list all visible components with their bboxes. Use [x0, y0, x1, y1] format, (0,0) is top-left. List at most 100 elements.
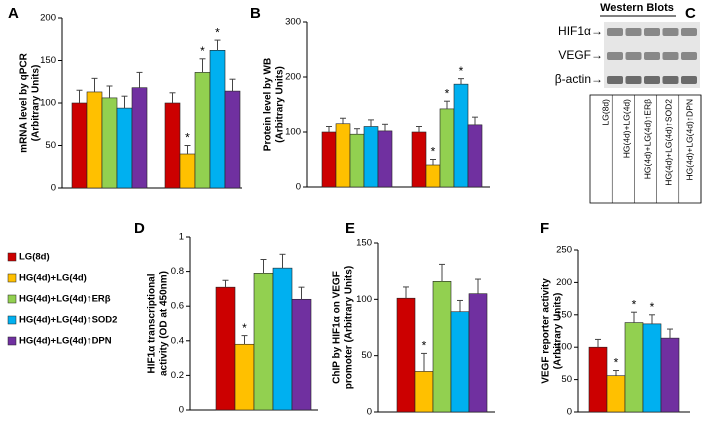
bar	[642, 323, 662, 413]
significance-label: *	[650, 300, 655, 314]
y-tick-label: 0	[367, 407, 372, 418]
bar	[624, 322, 644, 413]
blot-title: Western Blots	[600, 2, 674, 14]
bar-panel: F VEGF reporter activity (Arbitrary Units)…	[540, 220, 690, 418]
legend-label: LG(8d)	[19, 252, 50, 263]
bar	[588, 346, 608, 413]
y-axis-label: (Arbitrary Units)	[553, 293, 564, 370]
y-tick-label: 0	[179, 405, 184, 416]
panel-letter: F	[540, 220, 549, 237]
significance-label: *	[215, 25, 220, 39]
significance-label: *	[445, 86, 450, 100]
bar	[414, 371, 434, 413]
panel-letter: E	[345, 220, 355, 237]
significance-label: *	[422, 339, 427, 353]
y-tick-label: 200	[40, 13, 56, 24]
legend-label: HG(4d)+LG(4d)	[19, 273, 87, 284]
bar	[272, 267, 293, 411]
y-axis-label: VEGF reporter activity	[541, 278, 552, 384]
blot-band	[607, 52, 623, 60]
blot-band	[644, 52, 660, 60]
bar	[101, 97, 118, 189]
bar	[396, 297, 416, 413]
bar	[71, 102, 88, 189]
y-tick-label: 1	[179, 232, 184, 243]
y-tick-label: 0.6	[171, 301, 184, 312]
panel-letter: B	[250, 5, 261, 22]
bar	[335, 123, 351, 188]
bar	[253, 273, 274, 411]
legend-swatch	[7, 294, 17, 304]
significance-label: *	[459, 64, 464, 78]
bar	[321, 131, 337, 188]
blot-band	[662, 28, 679, 36]
significance-label: *	[632, 297, 637, 311]
significance-label: *	[185, 131, 190, 145]
bar	[439, 108, 455, 188]
bar	[467, 124, 483, 188]
y-tick-label: 0	[296, 182, 301, 193]
bar	[468, 293, 488, 413]
blot-band	[625, 52, 642, 60]
y-axis-label: mRNA level by qPCR	[19, 52, 30, 152]
significance-label: *	[200, 44, 205, 58]
y-tick-label: 300	[285, 17, 301, 28]
y-tick-label: 250	[556, 245, 572, 256]
bar-panel: D HIF1α transcriptional activity (OD at 45…	[134, 220, 318, 416]
bar	[425, 164, 441, 188]
y-axis-label: promoter (Arbitrary Units)	[344, 266, 355, 389]
bar	[86, 91, 103, 189]
blot-band	[681, 52, 697, 60]
bar	[349, 133, 365, 188]
panel-letter: A	[8, 5, 19, 22]
blot-band	[625, 76, 642, 84]
y-tick-label: 150	[556, 309, 572, 320]
legend-label: HG(4d)+LG(4d)↑ERβ	[19, 294, 111, 305]
legend-swatch	[7, 315, 17, 325]
blot-band	[662, 76, 679, 84]
bar	[411, 131, 427, 188]
y-axis-label: (Arbitrary Units)	[31, 65, 42, 142]
blot-row-label: HIF1α→	[558, 24, 603, 38]
y-tick-label: 100	[556, 342, 572, 353]
panel-letter: D	[134, 220, 145, 237]
y-tick-label: 0	[567, 407, 572, 418]
y-tick-label: 150	[40, 55, 56, 66]
y-tick-label: 150	[356, 238, 372, 249]
panel-letter: C	[685, 5, 696, 22]
bar	[606, 375, 626, 413]
blot-band	[662, 52, 679, 60]
y-tick-label: 50	[561, 374, 572, 385]
legend-label: HG(4d)+LG(4d)↑SOD2	[19, 315, 117, 326]
bar	[179, 153, 196, 189]
y-tick-label: 100	[285, 127, 301, 138]
bar	[432, 281, 452, 413]
y-tick-label: 0.4	[171, 335, 184, 346]
bar	[164, 102, 181, 189]
bar	[131, 87, 148, 189]
blot-row-label: β-actin→	[555, 72, 603, 86]
bar	[377, 130, 393, 188]
lane-label: LG(8d)	[600, 99, 610, 126]
bar	[224, 90, 241, 189]
legend-swatch	[7, 336, 17, 346]
legend-swatch	[7, 252, 17, 262]
bar	[209, 49, 226, 189]
bar	[234, 343, 255, 411]
lane-label: HG(4d)+LG(4d)	[621, 99, 631, 158]
y-axis-label: Protein level by WB	[263, 58, 274, 151]
y-tick-label: 0.8	[171, 266, 184, 277]
y-axis-label: (Arbitrary Units)	[275, 66, 286, 143]
bar	[215, 286, 236, 411]
blot-band	[681, 76, 697, 84]
bar	[291, 298, 312, 411]
y-axis-label: HIF1α transcriptional	[147, 273, 158, 373]
significance-label: *	[431, 145, 436, 159]
bar	[116, 107, 133, 189]
lane-label: HG(4d)+LG(4d)↑SOD2	[663, 99, 673, 186]
bar	[453, 83, 469, 188]
y-axis-label: activity (OD at 450nm)	[159, 271, 170, 376]
blot-band	[681, 28, 697, 36]
